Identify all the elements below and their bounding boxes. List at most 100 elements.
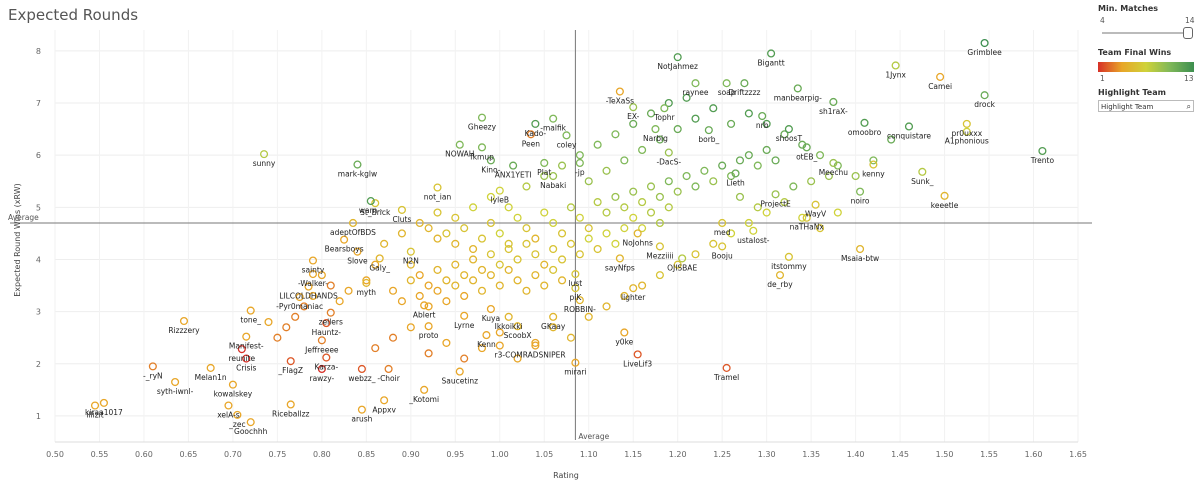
data-point[interactable] bbox=[833, 161, 842, 170]
data-point[interactable] bbox=[753, 203, 762, 212]
data-point[interactable] bbox=[700, 166, 709, 175]
data-point[interactable] bbox=[727, 171, 736, 181]
data-point[interactable] bbox=[415, 218, 424, 228]
data-point[interactable] bbox=[469, 276, 478, 285]
data-point[interactable] bbox=[807, 177, 816, 186]
data-point[interactable] bbox=[633, 350, 642, 359]
data-point[interactable] bbox=[549, 244, 558, 254]
data-point[interactable] bbox=[295, 292, 304, 302]
data-point[interactable] bbox=[540, 260, 549, 269]
data-point[interactable] bbox=[179, 316, 189, 326]
data-point[interactable] bbox=[90, 401, 100, 410]
data-point[interactable] bbox=[460, 271, 469, 280]
data-point[interactable] bbox=[620, 203, 629, 212]
data-point[interactable] bbox=[424, 349, 433, 358]
data-point[interactable] bbox=[709, 239, 718, 248]
data-point[interactable] bbox=[758, 112, 767, 121]
data-point[interactable] bbox=[887, 135, 896, 144]
data-point[interactable] bbox=[451, 213, 460, 222]
data-point[interactable] bbox=[433, 265, 442, 274]
data-point[interactable] bbox=[780, 130, 789, 139]
data-point[interactable] bbox=[237, 345, 246, 354]
data-point[interactable] bbox=[397, 205, 406, 214]
data-point[interactable] bbox=[980, 91, 989, 100]
data-point[interactable] bbox=[646, 208, 656, 217]
data-point[interactable] bbox=[246, 306, 255, 315]
data-point[interactable] bbox=[980, 38, 989, 48]
data-point[interactable] bbox=[308, 270, 318, 279]
data-point[interactable] bbox=[442, 229, 451, 238]
data-point[interactable] bbox=[442, 338, 451, 347]
data-point[interactable] bbox=[678, 254, 687, 263]
data-point[interactable] bbox=[531, 119, 540, 128]
data-point[interactable] bbox=[495, 328, 504, 337]
data-point[interactable] bbox=[629, 103, 638, 112]
data-point[interactable] bbox=[420, 385, 429, 394]
data-point[interactable] bbox=[633, 229, 642, 238]
data-point[interactable] bbox=[433, 234, 442, 243]
data-point[interactable] bbox=[575, 296, 584, 305]
data-point[interactable] bbox=[549, 218, 558, 228]
data-point[interactable] bbox=[673, 260, 682, 269]
data-point[interactable] bbox=[593, 244, 602, 254]
data-point[interactable] bbox=[762, 119, 771, 128]
data-point[interactable] bbox=[664, 177, 673, 186]
data-point[interactable] bbox=[558, 255, 567, 264]
data-point[interactable] bbox=[611, 192, 620, 201]
data-point[interactable] bbox=[171, 377, 180, 387]
data-point[interactable] bbox=[744, 218, 753, 228]
data-point[interactable] bbox=[362, 278, 371, 287]
data-point[interactable] bbox=[477, 234, 487, 243]
data-point[interactable] bbox=[504, 265, 513, 274]
data-point[interactable] bbox=[918, 167, 927, 176]
data-point[interactable] bbox=[477, 344, 487, 353]
data-point[interactable] bbox=[691, 114, 700, 123]
data-point[interactable] bbox=[575, 250, 584, 259]
data-point[interactable] bbox=[246, 418, 255, 427]
data-point[interactable] bbox=[549, 265, 558, 274]
data-point[interactable] bbox=[562, 131, 571, 140]
data-point[interactable] bbox=[566, 239, 575, 248]
data-point[interactable] bbox=[655, 271, 664, 280]
data-point[interactable] bbox=[682, 171, 691, 181]
data-point[interactable] bbox=[486, 218, 495, 228]
data-point[interactable] bbox=[486, 271, 495, 280]
data-point[interactable] bbox=[455, 140, 464, 149]
data-point[interactable] bbox=[771, 190, 780, 199]
data-point[interactable] bbox=[655, 192, 664, 201]
data-point[interactable] bbox=[326, 281, 335, 290]
data-point[interactable] bbox=[558, 276, 567, 285]
data-point[interactable] bbox=[762, 208, 771, 217]
data-point[interactable] bbox=[682, 93, 691, 102]
data-point[interactable] bbox=[344, 286, 353, 295]
data-point[interactable] bbox=[442, 276, 451, 285]
data-point[interactable] bbox=[460, 291, 469, 301]
data-point[interactable] bbox=[504, 239, 513, 248]
min-matches-slider-handle[interactable] bbox=[1183, 27, 1193, 39]
data-point[interactable] bbox=[602, 302, 611, 311]
data-point[interactable] bbox=[433, 183, 442, 192]
data-point[interactable] bbox=[504, 312, 513, 321]
data-point[interactable] bbox=[673, 53, 682, 62]
data-point[interactable] bbox=[522, 239, 531, 248]
data-point[interactable] bbox=[655, 135, 664, 144]
data-point[interactable] bbox=[259, 150, 269, 159]
data-point[interactable] bbox=[366, 197, 375, 206]
data-point[interactable] bbox=[1038, 146, 1047, 156]
data-point[interactable] bbox=[593, 140, 602, 149]
data-point[interactable] bbox=[566, 203, 575, 212]
data-point[interactable] bbox=[815, 151, 825, 160]
data-point[interactable] bbox=[691, 79, 700, 88]
data-point[interactable] bbox=[718, 161, 727, 170]
data-point[interactable] bbox=[531, 250, 540, 259]
data-point[interactable] bbox=[99, 398, 108, 407]
data-point[interactable] bbox=[206, 363, 215, 372]
data-point[interactable] bbox=[780, 198, 789, 207]
data-point[interactable] bbox=[660, 104, 669, 113]
data-point[interactable] bbox=[673, 187, 682, 196]
data-point[interactable] bbox=[522, 182, 531, 191]
data-point[interactable] bbox=[264, 318, 273, 327]
data-point[interactable] bbox=[558, 229, 567, 238]
data-point[interactable] bbox=[388, 286, 398, 295]
data-point[interactable] bbox=[469, 244, 478, 254]
